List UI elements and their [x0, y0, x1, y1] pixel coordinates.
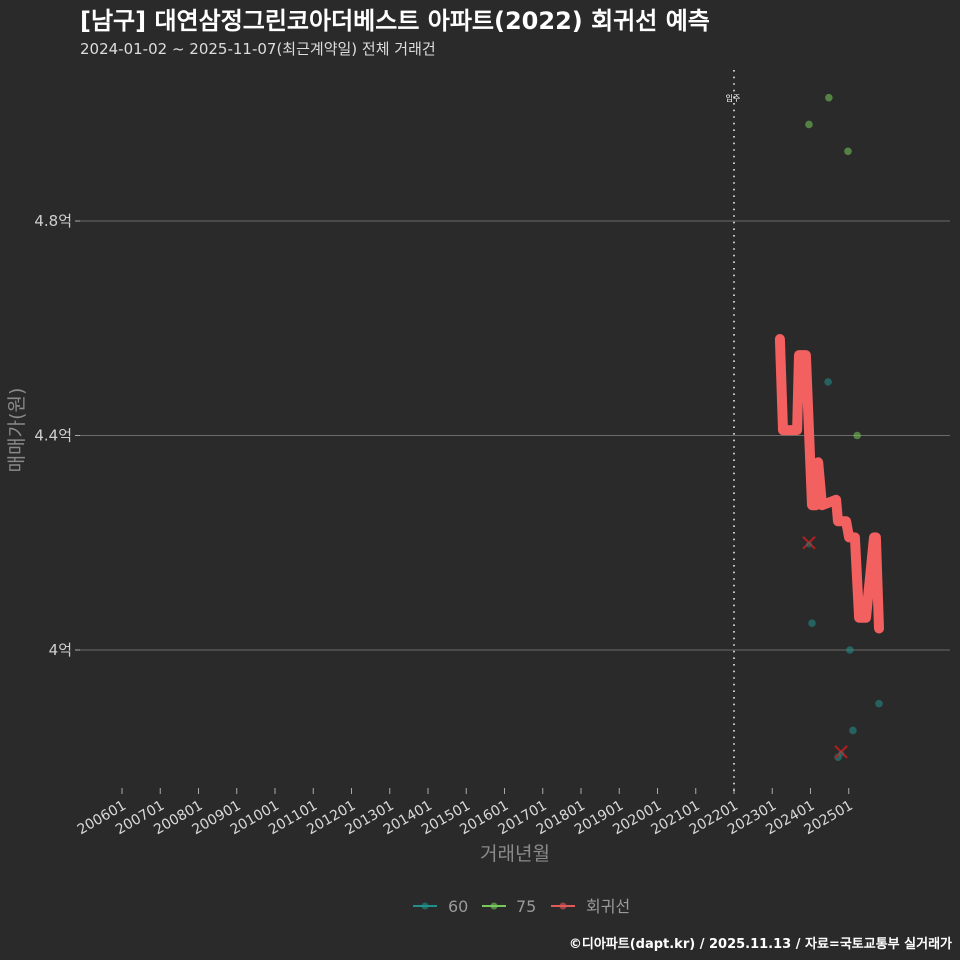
legend-dot-60-icon	[421, 902, 429, 910]
legend-dot-regression-icon	[559, 902, 567, 910]
move-in-label: 입주	[726, 94, 741, 103]
legend-item-regression[interactable]: 회귀선	[551, 897, 630, 916]
data-point-75[interactable]	[825, 93, 833, 102]
data-point-60[interactable]	[849, 726, 857, 735]
y-tick-label: 4.8억	[34, 212, 72, 230]
outlier-markers	[802, 536, 848, 759]
legend: 60 75 회귀선	[413, 897, 630, 916]
data-point-75[interactable]	[805, 120, 813, 129]
move-in-annotation: 입주	[726, 70, 741, 795]
y-tick-label: 4.4억	[34, 427, 72, 445]
data-point-60[interactable]	[808, 619, 816, 627]
footer-credit: ©디아파트(dapt.kr) / 2025.11.13 / 자료=국토교통부 실…	[569, 936, 952, 952]
legend-dot-75-icon	[490, 902, 498, 910]
data-point-60[interactable]	[834, 753, 842, 762]
legend-label-regression: 회귀선	[586, 897, 630, 916]
legend-item-75[interactable]: 75	[482, 897, 536, 916]
outlier-x-icon	[802, 536, 816, 550]
chart-title: [남구] 대연삼정그린코아더베스트 아파트(2022) 회귀선 예측	[80, 7, 710, 35]
legend-label-75: 75	[516, 897, 536, 916]
data-point-60[interactable]	[824, 378, 832, 386]
legend-label-60: 60	[448, 897, 468, 916]
data-point-75[interactable]	[853, 431, 861, 440]
y-axis-ticks: 4억 4.4억 4.8억	[34, 212, 80, 659]
data-point-60[interactable]	[875, 699, 883, 708]
scatter-points	[805, 93, 883, 762]
regression-line-group	[774, 334, 884, 634]
chart-subtitle: 2024-01-02 ~ 2025-11-07(최근계약일) 전체 거래건	[80, 40, 436, 58]
legend-item-60[interactable]: 60	[413, 897, 468, 916]
data-point-75[interactable]	[844, 147, 852, 156]
y-axis-title: 매매가(원)	[6, 388, 28, 473]
outlier-x-icon	[834, 745, 848, 759]
x-axis-title: 거래년월	[480, 843, 550, 865]
regression-line	[774, 334, 884, 634]
y-tick-label: 4억	[49, 641, 72, 659]
data-point-60[interactable]	[846, 646, 854, 654]
